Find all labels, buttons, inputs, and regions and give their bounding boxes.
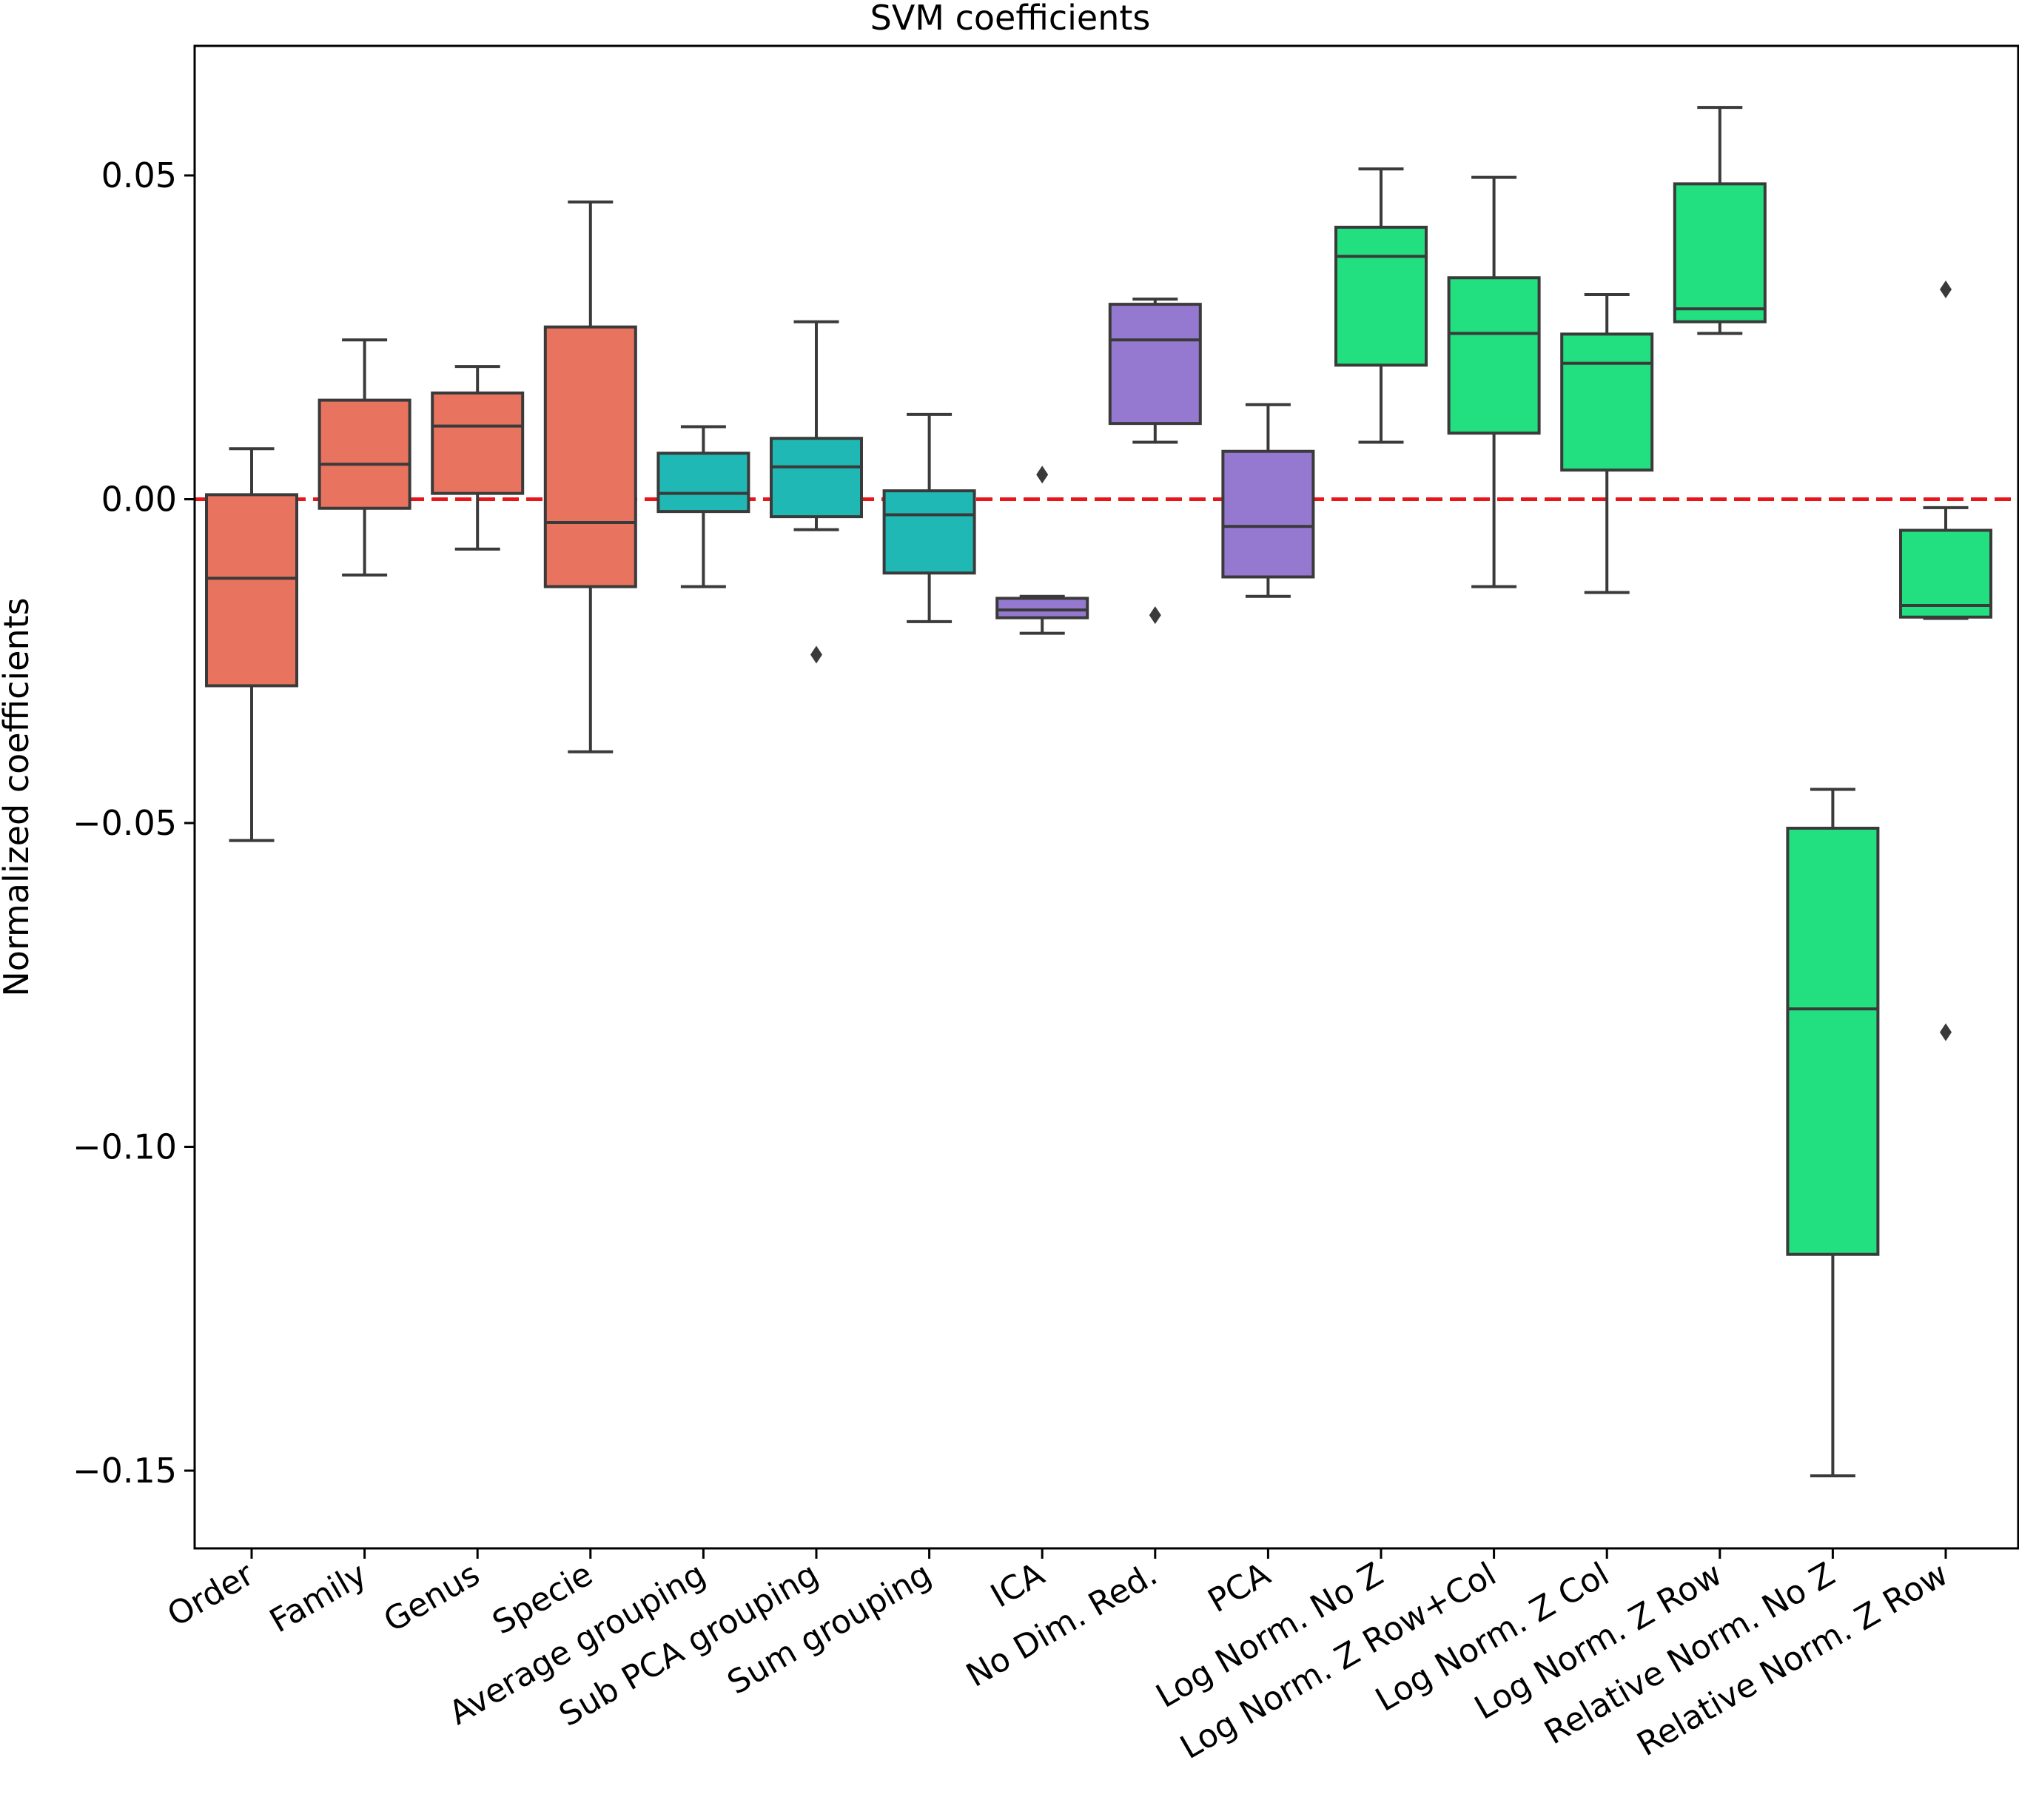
iqr-box (205, 493, 298, 688)
iqr-box (1108, 303, 1202, 426)
box-specie[interactable] (543, 200, 637, 753)
iqr-box (318, 398, 411, 510)
iqr-box (1560, 332, 1654, 472)
box-relative-norm-no-z[interactable] (1786, 788, 1880, 1477)
y-tick-label: −0.05 (73, 803, 177, 843)
iqr-box (1673, 182, 1767, 323)
outlier-point (1940, 281, 1952, 298)
iqr-box (995, 597, 1089, 619)
outlier-point (1940, 1023, 1952, 1041)
iqr-box (543, 325, 637, 588)
box-no-dim-red-[interactable] (1108, 298, 1202, 625)
box-family[interactable] (318, 338, 411, 577)
iqr-box (1334, 226, 1428, 367)
iqr-box (656, 451, 750, 514)
box-sum-grouping[interactable] (882, 412, 976, 623)
plot-area (195, 106, 2018, 1477)
box-log-norm-z-col[interactable] (1560, 293, 1654, 594)
y-tick-label: −0.15 (73, 1451, 177, 1491)
iqr-box (431, 392, 525, 495)
y-tick-label: 0.05 (101, 155, 177, 195)
outlier-point (1149, 606, 1161, 625)
box-log-norm-z-row-col[interactable] (1447, 175, 1541, 588)
outlier-point (1036, 466, 1049, 484)
box-relative-norm-z-row[interactable] (1899, 281, 1992, 1041)
outlier-point (810, 645, 822, 664)
box-genus[interactable] (431, 365, 525, 551)
y-axis-label: Normalized coefficients (0, 597, 36, 996)
box-average-grouping[interactable] (656, 425, 750, 588)
chart-title: SVM coefficients (870, 0, 1151, 38)
box-ica[interactable] (995, 466, 1089, 635)
iqr-box (1447, 276, 1541, 435)
iqr-box (1786, 827, 1880, 1256)
y-tick-label: 0.00 (101, 480, 177, 520)
iqr-box (770, 437, 863, 519)
box-pca[interactable] (1221, 403, 1315, 598)
plot-frame (193, 44, 2019, 1550)
box-log-norm-no-z[interactable] (1334, 167, 1428, 444)
iqr-box (1899, 528, 1992, 619)
box-order[interactable] (205, 447, 298, 842)
iqr-box (1221, 449, 1315, 579)
iqr-box (882, 489, 976, 575)
box-log-norm-z-row[interactable] (1673, 106, 1767, 335)
box-sub-pca-grouping[interactable] (770, 320, 863, 664)
y-tick-label: −0.10 (73, 1127, 177, 1167)
